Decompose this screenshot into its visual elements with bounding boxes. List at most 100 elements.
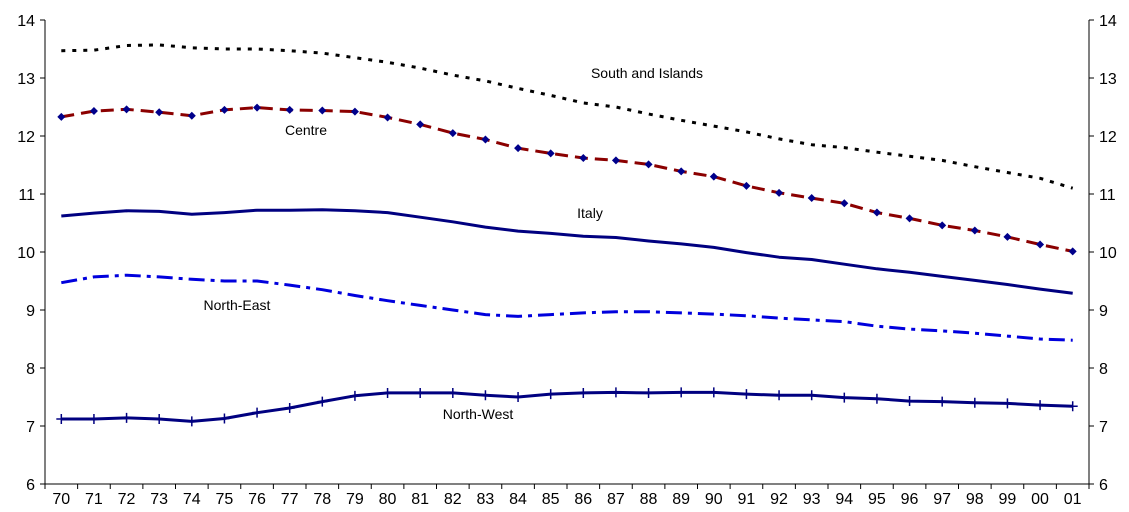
y-tick-label-left: 11 [18,187,35,204]
series-line-0 [61,43,1074,190]
x-tick-label: 90 [705,491,723,508]
series-label-3: North-East [204,297,271,313]
series-marker-4 [88,414,99,425]
series-marker-1 [546,149,555,158]
y-tick-label-left: 12 [17,129,35,146]
x-tick-label: 92 [770,491,788,508]
series-marker-4 [252,407,263,418]
x-tick-label: 91 [738,491,756,508]
series-marker-4 [871,393,882,404]
series-marker-4 [219,413,230,424]
y-tick-label-right: 12 [1099,129,1117,146]
series-marker-1 [742,181,751,190]
y-tick-label-left: 7 [26,419,35,436]
x-tick-label: 76 [248,491,266,508]
x-tick-label: 01 [1064,491,1082,508]
x-tick-label: 87 [607,491,625,508]
series-marker-1 [611,156,620,165]
series-marker-4 [513,392,524,402]
x-tick-label: 71 [85,491,103,508]
series-marker-4 [447,387,458,398]
series-marker-4 [839,392,850,403]
series-line-2 [61,208,1073,295]
y-tick-label-left: 14 [17,13,35,30]
series-line-3 [61,273,1073,342]
series-marker-4 [937,396,948,407]
series-marker-1 [187,111,196,120]
series-marker-1 [514,144,523,153]
x-tick-label: 70 [52,491,70,508]
series-marker-4 [578,387,589,398]
x-tick-label: 99 [999,491,1017,508]
y-tick-label-left: 6 [26,477,35,494]
series-marker-4 [774,390,785,401]
series-marker-4 [1035,400,1046,411]
y-tick-label-right: 8 [1099,361,1108,378]
series-labels: South and Islands Centre Italy North-East No… [204,65,704,422]
series-marker-4 [415,387,426,398]
x-tick-label: 96 [901,491,919,508]
series-marker-1 [350,107,359,116]
series-marker-4 [154,414,165,425]
series-marker-1 [89,107,98,116]
series-marker-1 [285,105,294,114]
y-tick-label-right: 7 [1099,419,1108,436]
series-marker-4 [349,390,360,401]
series-line-1 [61,106,1074,253]
series-marker-1 [938,221,947,230]
series-marker-1 [253,103,262,112]
x-tick-label: 94 [835,491,853,508]
series-marker-4 [317,396,328,407]
y-tick-label-left: 9 [26,303,35,320]
series-marker-1 [1068,247,1077,256]
series-marker-1 [318,106,327,115]
y-tick-label-right: 9 [1099,303,1108,320]
x-tick-label: 72 [118,491,136,508]
series-label-0: South and Islands [591,65,703,81]
series-marker-4 [904,396,915,407]
x-tick-label: 86 [574,491,592,508]
series-marker-1 [416,120,425,129]
x-tick-label: 88 [640,491,658,508]
series-group [56,43,1078,427]
x-tick-label: 81 [411,491,429,508]
series-marker-4 [382,387,393,398]
series-marker-1 [1003,232,1012,241]
series-marker-4 [121,412,132,423]
series-marker-4 [610,387,621,398]
x-tick-label: 74 [183,491,201,508]
series-marker-4 [969,397,980,408]
x-tick-label: 73 [150,491,168,508]
series-marker-4 [186,416,197,427]
y-tick-label-left: 8 [26,361,35,378]
series-marker-1 [448,129,457,138]
x-tick-label: 00 [1031,491,1049,508]
series-marker-1 [122,105,131,114]
x-tick-label: 85 [542,491,560,508]
series-marker-1 [807,194,816,203]
series-marker-1 [905,214,914,223]
series-marker-1 [677,167,686,176]
x-tick-label: 83 [477,491,495,508]
series-marker-1 [383,113,392,122]
series-marker-4 [1067,401,1078,412]
x-tick-label: 79 [346,491,364,508]
series-marker-1 [1036,240,1045,249]
series-label-2: Italy [577,205,603,221]
x-tick-label: 75 [216,491,234,508]
series-marker-1 [220,105,229,114]
series-marker-1 [57,112,66,121]
series-marker-1 [840,199,849,208]
y-tick-label-right: 6 [1099,477,1108,494]
series-marker-1 [579,154,588,163]
x-tick-label: 89 [672,491,690,508]
series-marker-4 [56,414,67,425]
x-tick-label: 98 [966,491,984,508]
series-marker-4 [676,387,687,398]
series-marker-4 [643,387,654,398]
series-marker-4 [806,390,817,401]
series-line-4 [61,390,1073,423]
series-marker-4 [284,403,295,414]
